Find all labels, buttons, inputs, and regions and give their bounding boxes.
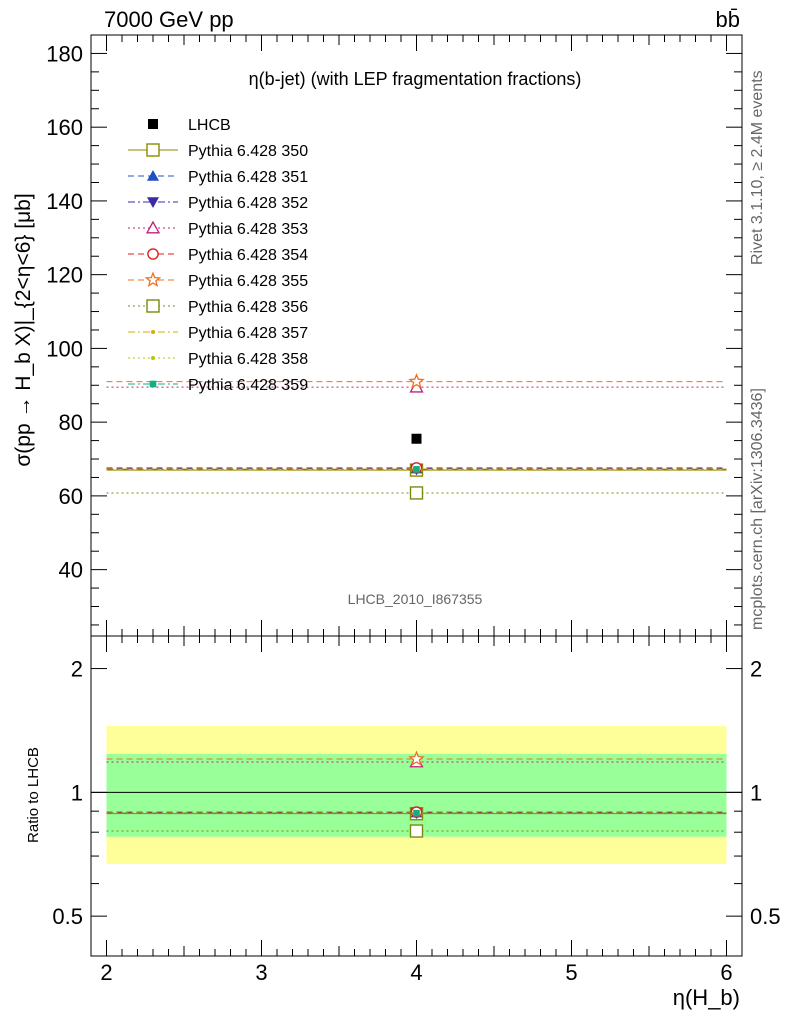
legend-label: Pythia 6.428 354 — [188, 247, 308, 264]
legend-marker — [147, 248, 159, 260]
ratio-series-marker — [408, 750, 425, 767]
y-tick-label: 40 — [59, 558, 83, 583]
ratio-y-tick-label-right: 1 — [750, 780, 762, 805]
x-tick-label: 6 — [720, 960, 732, 985]
watermark: LHCB_2010_I867355 — [348, 591, 483, 607]
legend-label: Pythia 6.428 358 — [188, 351, 308, 368]
legend-marker — [147, 170, 159, 181]
ratio-y-tick-label: 0.5 — [52, 904, 83, 929]
mcplots-label: mcplots.cern.ch [arXiv:1306.3436] — [749, 388, 766, 630]
y-tick-label: 80 — [59, 410, 83, 435]
y-tick-label: 120 — [46, 263, 83, 288]
ratio-y-axis-label: Ratio to LHCB — [25, 747, 42, 843]
legend-label: Pythia 6.428 353 — [188, 221, 308, 238]
y-tick-label: 100 — [46, 336, 83, 361]
ratio-frame — [90, 635, 743, 957]
legend-marker — [147, 197, 159, 208]
series-marker — [409, 486, 424, 500]
legend-label: LHCB — [188, 117, 231, 134]
series-marker — [413, 466, 420, 473]
legend-label: Pythia 6.428 350 — [188, 143, 308, 160]
header-left: 7000 GeV pp — [104, 7, 234, 32]
chart-title: η(b-jet) (with LEP fragmentation fractio… — [249, 69, 582, 89]
y-tick-label: 160 — [46, 115, 83, 140]
series-marker — [408, 372, 425, 389]
legend-label: Pythia 6.428 357 — [188, 325, 308, 342]
x-tick-label: 5 — [565, 960, 577, 985]
rivet-label: Rivet 3.1.10, ≥ 2.4M events — [749, 70, 766, 265]
legend-marker — [144, 271, 162, 288]
ratio-y-tick-label: 2 — [71, 657, 83, 682]
legend-label: Pythia 6.428 351 — [188, 169, 308, 186]
ratio-y-tick-label: 1 — [71, 780, 83, 805]
legend-marker — [151, 356, 155, 360]
ratio-band-inner — [106, 753, 727, 837]
y-tick-label: 60 — [59, 484, 83, 509]
data-point — [411, 433, 422, 444]
legend-marker — [151, 330, 155, 334]
x-axis-label: η(H_b) — [673, 985, 740, 1010]
x-tick-label: 2 — [100, 960, 112, 985]
legend: LHCB Pythia 6.428 350 Pythia 6.428 351 Pyth… — [128, 117, 308, 394]
ratio-series-marker — [409, 824, 424, 838]
ratio-plot: 0.5 0.5 1 1 2 2 — [52, 635, 781, 957]
legend-label: Pythia 6.428 355 — [188, 273, 308, 290]
legend-label: Pythia 6.428 352 — [188, 195, 308, 212]
legend-marker — [146, 143, 160, 157]
ratio-y-tick-label-right: 0.5 — [750, 904, 781, 929]
ratio-y-tick-label-right: 2 — [750, 657, 762, 682]
legend-marker — [149, 380, 157, 388]
main-plot: η(b-jet) (with LEP fragmentation fractio… — [46, 34, 743, 637]
legend-marker — [145, 220, 161, 234]
x-tick-label: 4 — [410, 960, 422, 985]
y-tick-label: 140 — [46, 189, 83, 214]
ratio-series-marker — [413, 809, 420, 817]
y-axis-label: σ(pp → H_b X)|_{2<η<6} [μb] — [12, 193, 35, 466]
legend-marker — [146, 299, 160, 313]
y-tick-label: 180 — [46, 41, 83, 66]
legend-label: Pythia 6.428 359 — [188, 377, 308, 394]
legend-label: Pythia 6.428 356 — [188, 299, 308, 316]
legend-marker — [148, 119, 158, 129]
header-right: bb̄ — [716, 7, 740, 32]
x-tick-label: 3 — [255, 960, 267, 985]
